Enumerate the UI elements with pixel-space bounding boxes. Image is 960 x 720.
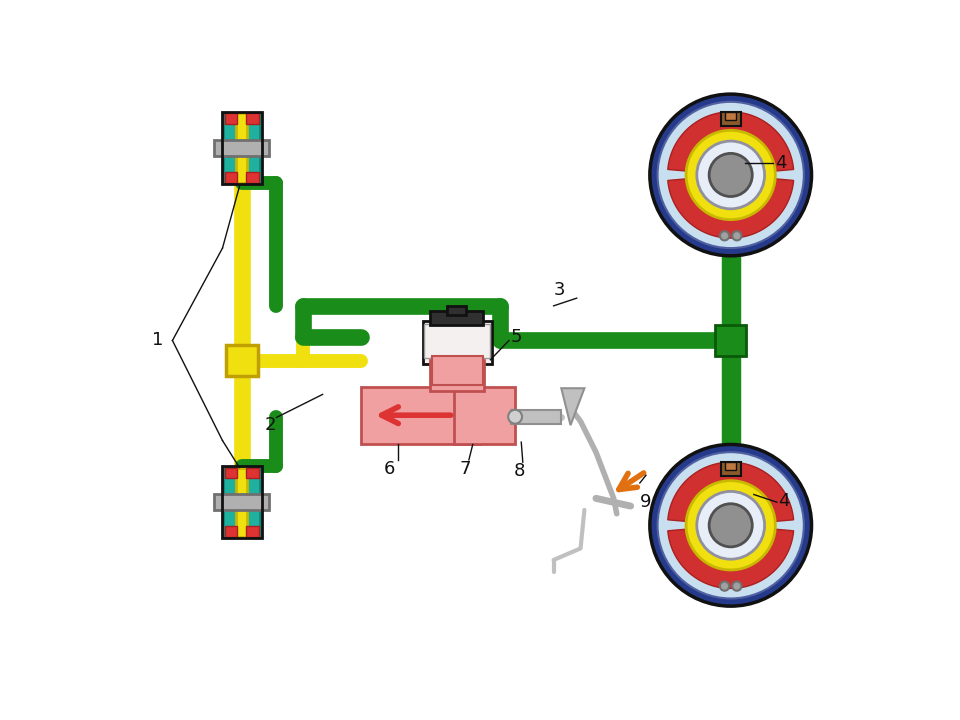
Bar: [430, 360, 484, 390]
Bar: [222, 466, 262, 539]
Bar: [432, 356, 483, 385]
Circle shape: [732, 231, 741, 240]
Bar: [430, 311, 483, 325]
Text: 2: 2: [265, 416, 276, 434]
Circle shape: [686, 481, 776, 570]
Circle shape: [697, 492, 764, 559]
Bar: [453, 387, 516, 444]
Text: 4: 4: [776, 154, 787, 172]
Circle shape: [709, 153, 753, 197]
Polygon shape: [668, 112, 794, 171]
Bar: [721, 112, 741, 126]
Text: 3: 3: [554, 282, 565, 300]
Circle shape: [697, 141, 764, 209]
Bar: [236, 113, 247, 183]
Bar: [214, 495, 270, 510]
Bar: [224, 467, 260, 497]
Bar: [222, 112, 262, 184]
Bar: [224, 508, 260, 537]
Bar: [424, 323, 491, 359]
Bar: [422, 321, 492, 364]
Text: 8: 8: [514, 462, 525, 480]
Circle shape: [658, 452, 804, 598]
Bar: [247, 467, 258, 478]
Text: 5: 5: [511, 328, 522, 346]
Circle shape: [508, 410, 522, 423]
Circle shape: [732, 582, 741, 590]
Text: 1: 1: [152, 331, 163, 349]
Circle shape: [686, 130, 776, 220]
Polygon shape: [668, 462, 794, 521]
Text: 4: 4: [779, 492, 790, 510]
Bar: [447, 306, 466, 315]
Circle shape: [720, 231, 730, 240]
Bar: [512, 410, 562, 423]
Bar: [726, 462, 736, 470]
Text: 7: 7: [460, 460, 471, 478]
Circle shape: [720, 582, 730, 590]
Bar: [226, 345, 258, 376]
Bar: [225, 526, 237, 537]
Polygon shape: [668, 529, 794, 588]
Bar: [225, 113, 237, 124]
Bar: [361, 387, 480, 444]
Circle shape: [650, 444, 811, 606]
Text: 6: 6: [384, 460, 396, 478]
Bar: [236, 467, 247, 537]
Polygon shape: [562, 388, 585, 426]
Bar: [726, 112, 736, 120]
Circle shape: [658, 102, 804, 248]
Bar: [225, 172, 237, 183]
Bar: [721, 462, 741, 476]
Bar: [225, 467, 237, 478]
Text: 9: 9: [639, 493, 651, 511]
Bar: [224, 153, 260, 183]
Bar: [247, 172, 258, 183]
Bar: [224, 113, 260, 143]
Polygon shape: [668, 179, 794, 238]
Circle shape: [709, 504, 753, 547]
Bar: [214, 140, 270, 156]
Circle shape: [650, 94, 811, 256]
Bar: [715, 325, 746, 356]
Bar: [247, 526, 258, 537]
Bar: [247, 113, 258, 124]
